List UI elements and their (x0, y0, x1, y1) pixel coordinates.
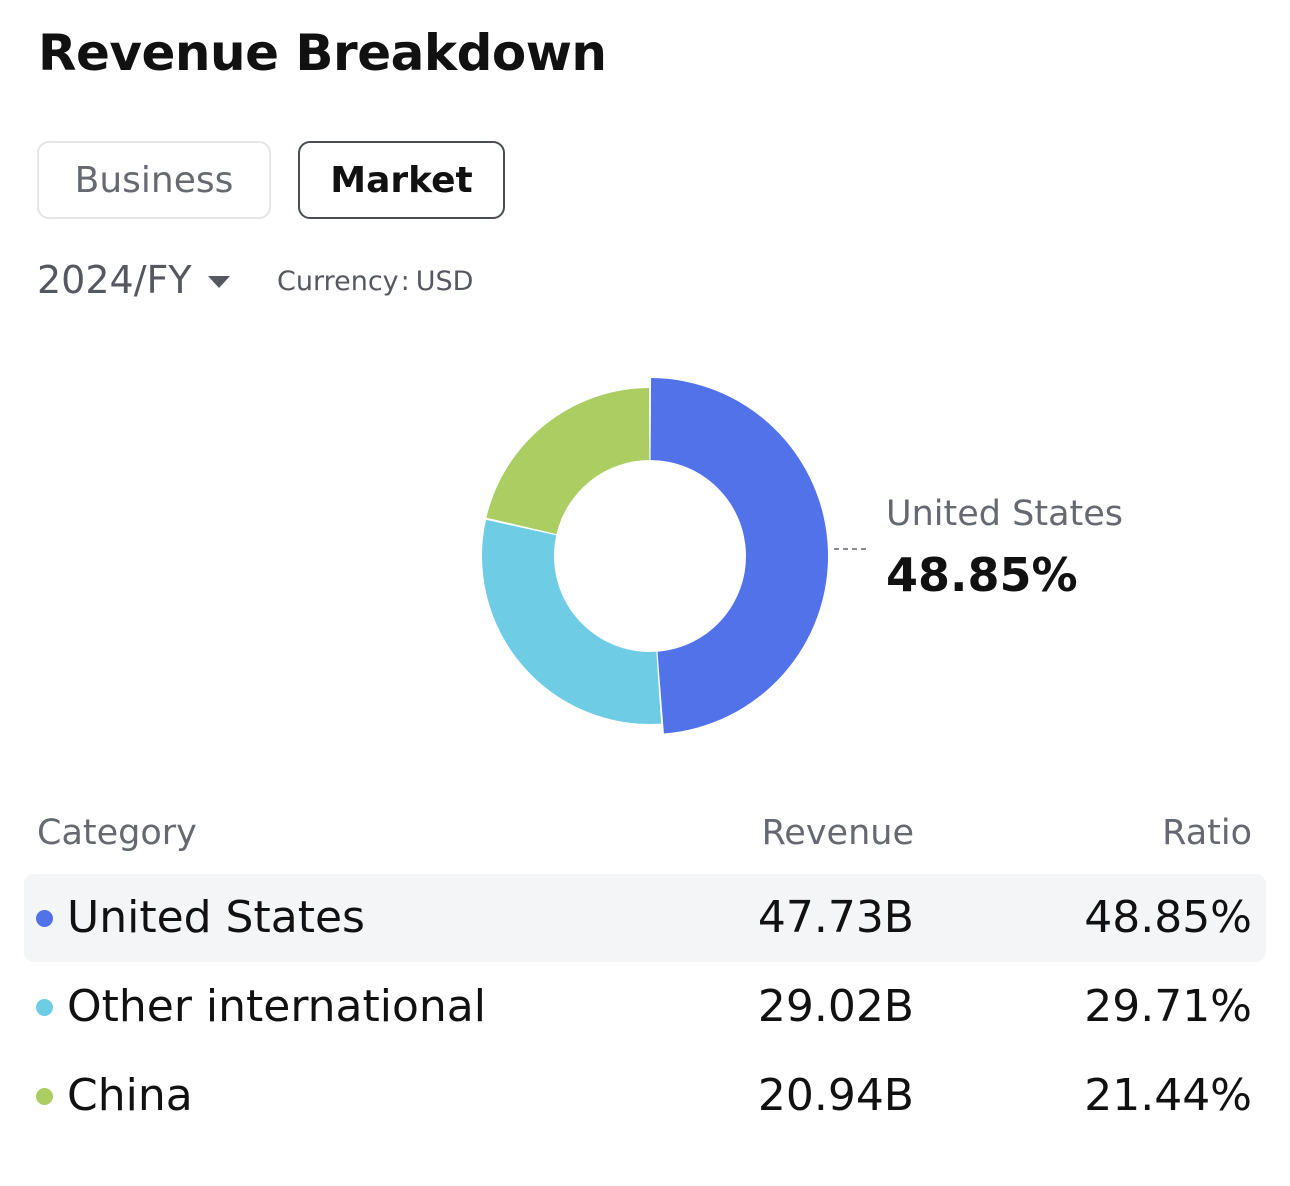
currency-separator: : (400, 266, 410, 297)
donut-chart (482, 378, 870, 734)
cell-revenue: 47.73B (757, 892, 914, 943)
header-ratio: Ratio (1162, 813, 1252, 853)
callout-label: United States (886, 494, 1124, 534)
currency-label: Currency (277, 266, 399, 297)
donut-slice-united-states[interactable] (650, 378, 829, 734)
cell-category: China (67, 1070, 193, 1121)
currency-info: Currency: USD (277, 266, 473, 297)
cell-category: United States (67, 892, 365, 943)
cell-ratio: 48.85% (1084, 892, 1252, 943)
table-row[interactable]: United States 47.73B 48.85% (24, 874, 1266, 962)
cell-category: Other international (67, 981, 486, 1032)
callout-value: 48.85% (886, 548, 1078, 602)
header-category: Category (37, 813, 197, 853)
table-row[interactable]: China 20.94B 21.44% (24, 1052, 1266, 1140)
series-dot-0 (36, 910, 53, 927)
table-row[interactable]: Other international 29.02B 29.71% (24, 963, 1266, 1051)
page-title: Revenue Breakdown (38, 24, 607, 82)
tab-business-label: Business (74, 159, 234, 201)
donut-slice-china[interactable] (486, 388, 650, 535)
tab-market-label: Market (330, 159, 473, 201)
period-value: 2024/FY (37, 258, 192, 302)
caret-down-icon (207, 276, 230, 288)
cell-ratio: 21.44% (1084, 1070, 1252, 1121)
cell-revenue: 29.02B (757, 981, 914, 1032)
tab-business[interactable]: Business (37, 141, 271, 219)
currency-value: USD (415, 266, 474, 297)
series-dot-1 (36, 999, 53, 1016)
cell-ratio: 29.71% (1084, 981, 1252, 1032)
tab-market[interactable]: Market (298, 141, 505, 219)
header-revenue: Revenue (761, 813, 914, 853)
series-dot-2 (36, 1088, 53, 1105)
donut-slice-other-international[interactable] (482, 519, 662, 724)
period-dropdown[interactable]: 2024/FY (37, 258, 230, 302)
cell-revenue: 20.94B (757, 1070, 914, 1121)
